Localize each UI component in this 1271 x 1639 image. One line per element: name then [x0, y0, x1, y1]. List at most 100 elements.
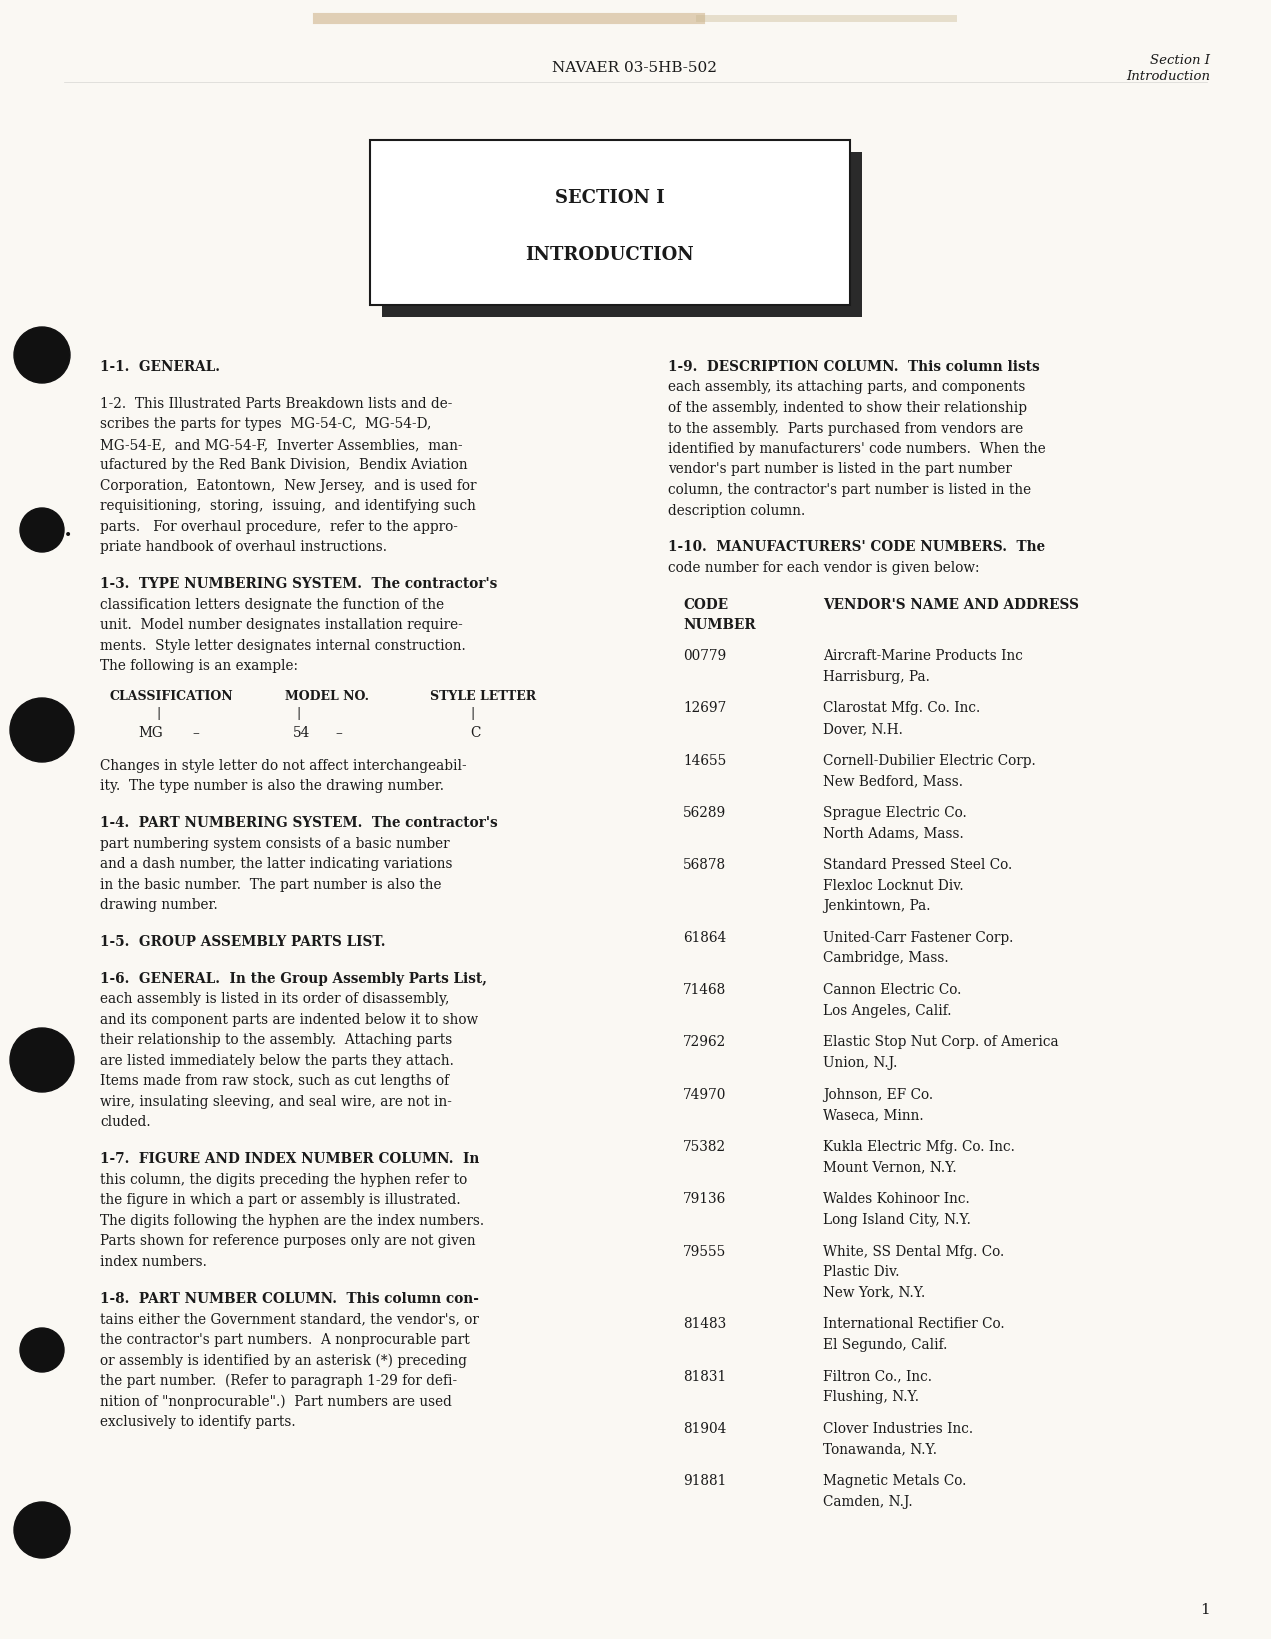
Text: United-Carr Fastener Corp.: United-Carr Fastener Corp.	[824, 931, 1013, 946]
Text: White, SS Dental Mfg. Co.: White, SS Dental Mfg. Co.	[824, 1244, 1004, 1259]
Text: Items made from raw stock, such as cut lengths of: Items made from raw stock, such as cut l…	[100, 1075, 449, 1088]
Text: NAVAER 03-5HB-502: NAVAER 03-5HB-502	[553, 61, 718, 75]
Text: ufactured by the Red Bank Division,  Bendix Aviation: ufactured by the Red Bank Division, Bend…	[100, 459, 468, 472]
Text: Clarostat Mfg. Co. Inc.: Clarostat Mfg. Co. Inc.	[824, 701, 980, 715]
Text: 81831: 81831	[683, 1370, 726, 1383]
Text: International Rectifier Co.: International Rectifier Co.	[824, 1318, 1004, 1331]
Text: Corporation,  Eatontown,  New Jersey,  and is used for: Corporation, Eatontown, New Jersey, and …	[100, 479, 477, 493]
Circle shape	[20, 508, 64, 552]
Text: Magnetic Metals Co.: Magnetic Metals Co.	[824, 1473, 966, 1488]
Text: New York, N.Y.: New York, N.Y.	[824, 1285, 925, 1300]
Text: |: |	[470, 708, 474, 721]
Text: 1-9.  DESCRIPTION COLUMN.  This column lists: 1-9. DESCRIPTION COLUMN. This column lis…	[669, 361, 1040, 374]
Text: 81904: 81904	[683, 1423, 726, 1436]
Text: INTRODUCTION: INTRODUCTION	[526, 246, 694, 264]
Circle shape	[10, 1028, 74, 1092]
Text: MG: MG	[139, 726, 163, 739]
Text: tains either the Government standard, the vendor's, or: tains either the Government standard, th…	[100, 1313, 479, 1326]
Text: cluded.: cluded.	[100, 1116, 151, 1129]
Text: description column.: description column.	[669, 503, 806, 518]
Text: 1-10.  MANUFACTURERS' CODE NUMBERS.  The: 1-10. MANUFACTURERS' CODE NUMBERS. The	[669, 541, 1045, 554]
Text: Flushing, N.Y.: Flushing, N.Y.	[824, 1390, 919, 1405]
Text: Jenkintown, Pa.: Jenkintown, Pa.	[824, 900, 930, 913]
Text: parts.   For overhaul procedure,  refer to the appro-: parts. For overhaul procedure, refer to …	[100, 520, 458, 534]
Text: Camden, N.J.: Camden, N.J.	[824, 1495, 913, 1508]
Text: identified by manufacturers' code numbers.  When the: identified by manufacturers' code number…	[669, 443, 1046, 456]
Text: 1-2.  This Illustrated Parts Breakdown lists and de-: 1-2. This Illustrated Parts Breakdown li…	[100, 397, 452, 411]
Text: Parts shown for reference purposes only are not given: Parts shown for reference purposes only …	[100, 1234, 475, 1249]
Bar	[370, 139, 850, 305]
Text: the contractor's part numbers.  A nonprocurable part: the contractor's part numbers. A nonproc…	[100, 1333, 470, 1347]
Text: and its component parts are indented below it to show: and its component parts are indented bel…	[100, 1013, 478, 1028]
Text: each assembly, its attaching parts, and components: each assembly, its attaching parts, and …	[669, 380, 1026, 395]
Text: or assembly is identified by an asterisk (*) preceding: or assembly is identified by an asterisk…	[100, 1354, 466, 1367]
Circle shape	[10, 698, 74, 762]
Text: in the basic number.  The part number is also the: in the basic number. The part number is …	[100, 877, 441, 892]
Text: 56878: 56878	[683, 859, 726, 872]
Circle shape	[20, 1328, 64, 1372]
Text: |: |	[297, 708, 301, 721]
Text: C: C	[470, 726, 480, 739]
Text: their relationship to the assembly.  Attaching parts: their relationship to the assembly. Atta…	[100, 1034, 452, 1047]
Text: drawing number.: drawing number.	[100, 898, 217, 913]
Text: vendor's part number is listed in the part number: vendor's part number is listed in the pa…	[669, 462, 1012, 477]
Text: wire, insulating sleeving, and seal wire, are not in-: wire, insulating sleeving, and seal wire…	[100, 1095, 452, 1110]
Text: CLASSIFICATION: CLASSIFICATION	[111, 690, 234, 703]
Text: MG-54-E,  and MG-54-F,  Inverter Assemblies,  man-: MG-54-E, and MG-54-F, Inverter Assemblie…	[100, 438, 463, 452]
Text: Elastic Stop Nut Corp. of America: Elastic Stop Nut Corp. of America	[824, 1036, 1059, 1049]
Text: scribes the parts for types  MG-54-C,  MG-54-D,: scribes the parts for types MG-54-C, MG-…	[100, 418, 431, 431]
Text: Long Island City, N.Y.: Long Island City, N.Y.	[824, 1213, 971, 1228]
Text: Tonawanda, N.Y.: Tonawanda, N.Y.	[824, 1442, 937, 1457]
Text: CODE: CODE	[683, 598, 728, 611]
Text: this column, the digits preceding the hyphen refer to: this column, the digits preceding the hy…	[100, 1174, 468, 1187]
Text: •: •	[64, 528, 72, 543]
Text: 81483: 81483	[683, 1318, 726, 1331]
Circle shape	[14, 328, 70, 384]
Text: the part number.  (Refer to paragraph 1-29 for defi-: the part number. (Refer to paragraph 1-2…	[100, 1373, 458, 1388]
Text: code number for each vendor is given below:: code number for each vendor is given bel…	[669, 561, 980, 575]
Text: each assembly is listed in its order of disassembly,: each assembly is listed in its order of …	[100, 993, 450, 1006]
Text: 1-5.  GROUP ASSEMBLY PARTS LIST.: 1-5. GROUP ASSEMBLY PARTS LIST.	[100, 934, 385, 949]
Text: ity.  The type number is also the drawing number.: ity. The type number is also the drawing…	[100, 779, 444, 793]
Text: nition of "nonprocurable".)  Part numbers are used: nition of "nonprocurable".) Part numbers…	[100, 1395, 452, 1408]
Text: 14655: 14655	[683, 754, 726, 767]
Text: part numbering system consists of a basic number: part numbering system consists of a basi…	[100, 836, 450, 851]
Text: The digits following the hyphen are the index numbers.: The digits following the hyphen are the …	[100, 1214, 484, 1228]
Text: Waseca, Minn.: Waseca, Minn.	[824, 1108, 924, 1123]
Text: to the assembly.  Parts purchased from vendors are: to the assembly. Parts purchased from ve…	[669, 421, 1023, 436]
Text: VENDOR'S NAME AND ADDRESS: VENDOR'S NAME AND ADDRESS	[824, 598, 1079, 611]
Text: Flexloc Locknut Div.: Flexloc Locknut Div.	[824, 879, 963, 893]
Text: 75382: 75382	[683, 1141, 726, 1154]
Text: Los Angeles, Calif.: Los Angeles, Calif.	[824, 1003, 952, 1018]
Text: |: |	[156, 708, 160, 721]
Text: –: –	[336, 726, 342, 739]
Text: unit.  Model number designates installation require-: unit. Model number designates installati…	[100, 618, 463, 633]
Text: Clover Industries Inc.: Clover Industries Inc.	[824, 1423, 974, 1436]
Text: North Adams, Mass.: North Adams, Mass.	[824, 826, 963, 841]
Text: Sprague Electric Co.: Sprague Electric Co.	[824, 806, 967, 820]
Text: Standard Pressed Steel Co.: Standard Pressed Steel Co.	[824, 859, 1012, 872]
Text: Introduction: Introduction	[1126, 69, 1210, 82]
Text: Cornell-Dubilier Electric Corp.: Cornell-Dubilier Electric Corp.	[824, 754, 1036, 767]
Text: The following is an example:: The following is an example:	[100, 659, 297, 674]
Text: Johnson, EF Co.: Johnson, EF Co.	[824, 1088, 933, 1101]
Circle shape	[14, 1501, 70, 1559]
Text: El Segundo, Calif.: El Segundo, Calif.	[824, 1337, 947, 1352]
Text: classification letters designate the function of the: classification letters designate the fun…	[100, 598, 444, 611]
Text: 74970: 74970	[683, 1088, 726, 1101]
Text: column, the contractor's part number is listed in the: column, the contractor's part number is …	[669, 484, 1031, 497]
Text: SECTION I: SECTION I	[555, 188, 665, 207]
Text: are listed immediately below the parts they attach.: are listed immediately below the parts t…	[100, 1054, 454, 1069]
Text: Section I: Section I	[1150, 54, 1210, 67]
Text: Dover, N.H.: Dover, N.H.	[824, 721, 902, 736]
Text: Union, N.J.: Union, N.J.	[824, 1056, 897, 1070]
Text: 91881: 91881	[683, 1473, 726, 1488]
Text: 1-3.  TYPE NUMBERING SYSTEM.  The contractor's: 1-3. TYPE NUMBERING SYSTEM. The contract…	[100, 577, 497, 592]
Text: 79555: 79555	[683, 1244, 726, 1259]
Text: Changes in style letter do not affect interchangeabil-: Changes in style letter do not affect in…	[100, 759, 466, 772]
Text: of the assembly, indented to show their relationship: of the assembly, indented to show their …	[669, 402, 1027, 415]
Text: Waldes Kohinoor Inc.: Waldes Kohinoor Inc.	[824, 1192, 970, 1206]
Text: 1: 1	[1200, 1603, 1210, 1618]
Text: and a dash number, the latter indicating variations: and a dash number, the latter indicating…	[100, 857, 452, 870]
Text: Filtron Co., Inc.: Filtron Co., Inc.	[824, 1370, 932, 1383]
